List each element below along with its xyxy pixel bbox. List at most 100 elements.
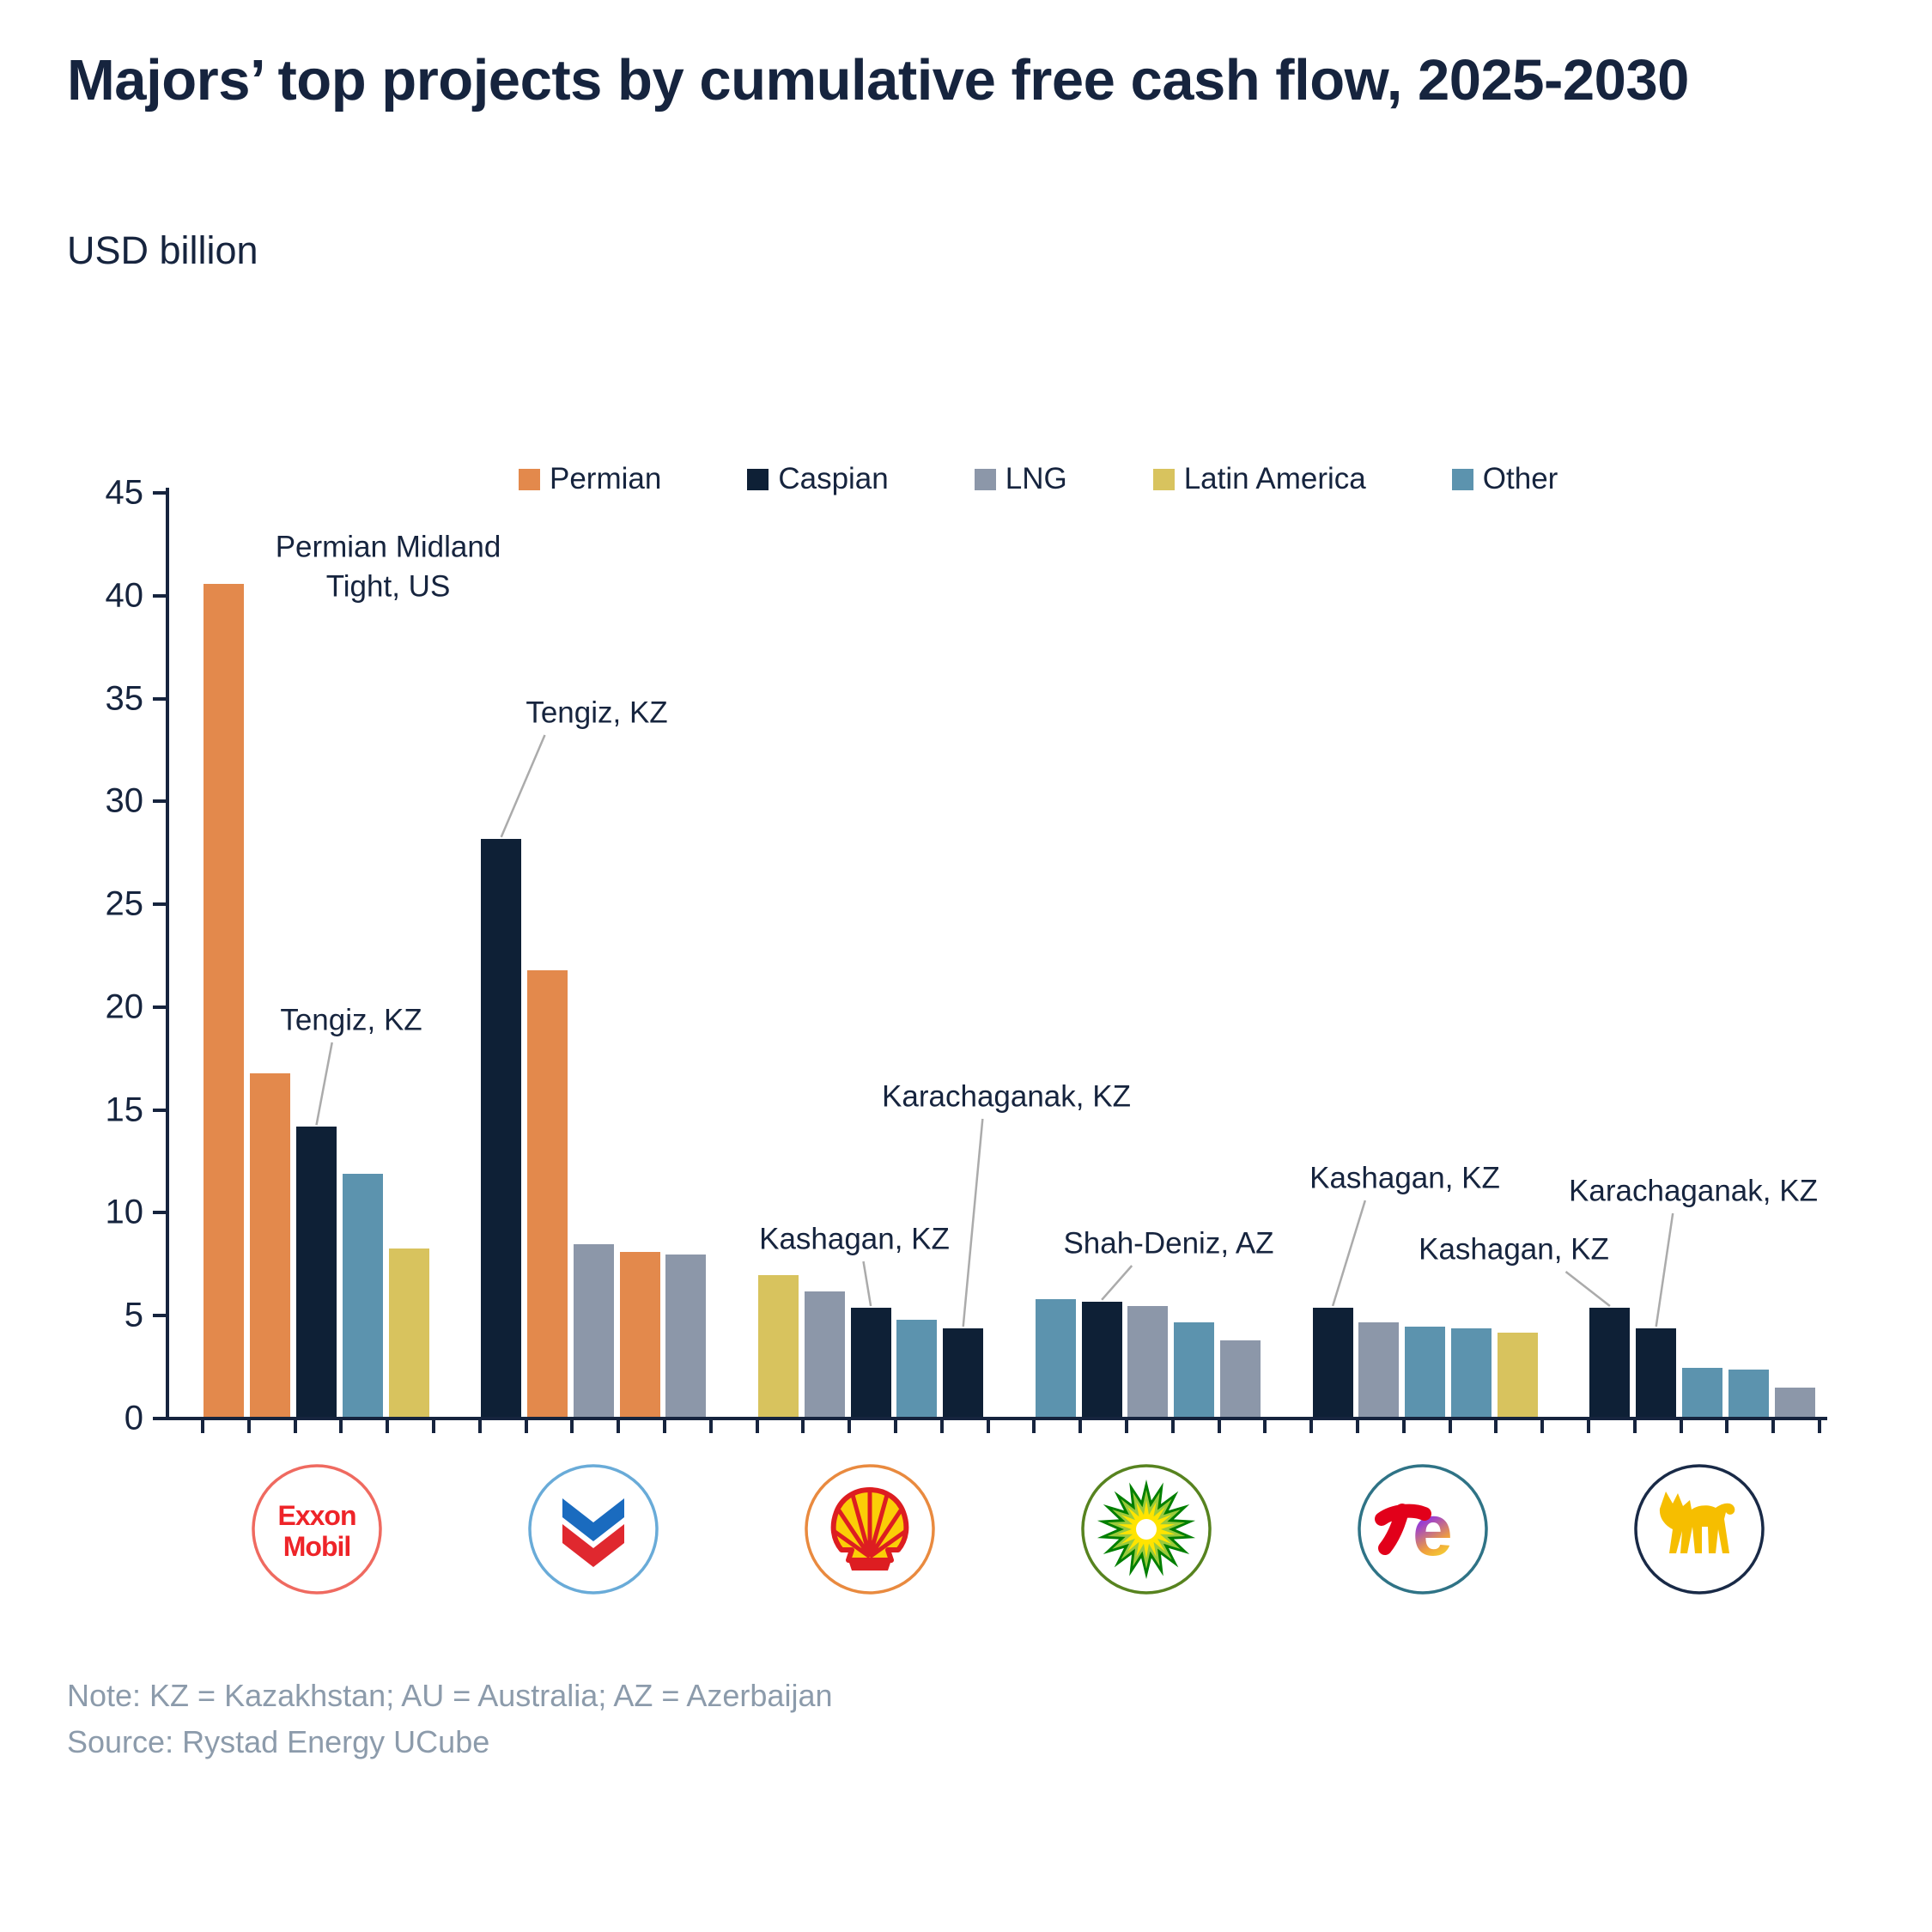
bar-chevron-5 — [665, 1254, 707, 1417]
y-tick — [153, 491, 166, 495]
source-text: Source: Rystad Energy UCube — [67, 1724, 490, 1759]
bar-eni-2 — [1636, 1327, 1677, 1417]
x-tick — [986, 1420, 990, 1433]
annotation-tengiz-kz: Tengiz, KZ — [280, 1003, 422, 1037]
x-tick — [246, 1420, 251, 1433]
x-tick — [201, 1420, 204, 1433]
bar-chevron-2 — [527, 970, 568, 1417]
annotation-permian-midland-tight-us: Permian Midland Tight, US — [275, 530, 501, 604]
annotation-shah-deniz-az: Shah-Deniz, AZ — [1063, 1226, 1274, 1261]
x-tick — [1170, 1420, 1175, 1433]
x-tick — [1540, 1420, 1545, 1433]
bar-eni-4 — [1728, 1369, 1769, 1417]
x-tick — [570, 1420, 574, 1433]
y-tick — [153, 1005, 166, 1009]
logo-bp — [1077, 1460, 1216, 1599]
x-tick — [293, 1420, 297, 1433]
x-tick — [801, 1420, 805, 1433]
y-tick — [153, 902, 166, 907]
legend-item-caspian: Caspian — [747, 462, 889, 496]
bar-shell-2 — [804, 1291, 845, 1417]
x-tick — [477, 1420, 482, 1433]
shell-pecten-icon — [830, 1487, 909, 1571]
bar-chevron-3 — [573, 1243, 614, 1417]
bar-shell-4 — [896, 1320, 938, 1417]
bar-totalenergies-4 — [1451, 1327, 1492, 1417]
footnote: Note: KZ = Kazakhstan; AU = Australia; A… — [67, 1673, 833, 1765]
bar-exxonmobil-1 — [204, 583, 245, 1417]
x-tick — [1078, 1420, 1083, 1433]
page-subtitle: USD billion — [67, 228, 258, 272]
logo-exxonmobil: Exxon Mobil — [247, 1460, 386, 1599]
legend: Permian Caspian LNG Latin America Other — [519, 462, 1558, 496]
bp-helios-icon — [1097, 1479, 1196, 1579]
logo-shell — [800, 1460, 939, 1599]
exxonmobil-wordmark-line1: Exxon — [277, 1500, 355, 1531]
legend-label: Caspian — [778, 462, 889, 495]
bar-totalenergies-3 — [1405, 1326, 1446, 1417]
bar-totalenergies-5 — [1497, 1332, 1538, 1417]
legend-label: Permian — [550, 462, 662, 495]
y-tick-label: 35 — [105, 679, 144, 718]
bar-totalenergies-1 — [1312, 1308, 1353, 1417]
x-tick — [1632, 1420, 1637, 1433]
bar-chevron-1 — [481, 838, 522, 1417]
legend-swatch-permian — [519, 468, 540, 490]
bar-exxonmobil-5 — [388, 1248, 429, 1417]
exxonmobil-ring-icon — [252, 1464, 382, 1595]
bar-exxonmobil-3 — [296, 1127, 337, 1417]
bar-bp-1 — [1035, 1299, 1076, 1417]
legend-item-lng: LNG — [974, 462, 1067, 496]
logo-eni — [1630, 1460, 1769, 1599]
x-tick — [1125, 1420, 1128, 1433]
x-tick — [1309, 1420, 1314, 1433]
y-tick-label: 5 — [124, 1296, 143, 1334]
x-tick — [848, 1420, 852, 1433]
y-tick — [153, 1108, 166, 1112]
annotation-karachaganak-kz: Karachaganak, KZ — [1569, 1174, 1818, 1208]
x-tick — [432, 1420, 435, 1433]
x-tick — [1401, 1420, 1406, 1433]
y-tick — [153, 593, 166, 598]
y-tick-label: 25 — [105, 884, 144, 923]
bar-shell-3 — [850, 1308, 891, 1417]
legend-item-permian: Permian — [519, 462, 661, 496]
x-tick — [663, 1420, 666, 1433]
x-tick — [1494, 1420, 1498, 1433]
legend-swatch-other — [1451, 468, 1473, 490]
annotation-tengiz-kz: Tengiz, KZ — [526, 696, 668, 730]
page-title: Majors’ top projects by cumulative free … — [67, 48, 1689, 112]
legend-swatch-caspian — [747, 468, 769, 490]
legend-item-latin-america: Latin America — [1152, 462, 1366, 496]
totalenergies-te-icon: e — [1375, 1490, 1453, 1571]
svg-text:e: e — [1413, 1490, 1453, 1571]
bar-eni-5 — [1774, 1388, 1815, 1417]
y-tick-label: 15 — [105, 1091, 144, 1129]
bar-exxonmobil-2 — [250, 1072, 291, 1417]
y-tick-label: 10 — [105, 1193, 144, 1231]
note-text: Note: KZ = Kazakhstan; AU = Australia; A… — [67, 1678, 833, 1713]
x-tick — [1356, 1420, 1359, 1433]
y-tick — [153, 1417, 166, 1420]
legend-label: LNG — [1005, 462, 1067, 495]
eni-six-legged-dog-icon — [1659, 1492, 1735, 1553]
y-tick-label: 20 — [105, 987, 144, 1026]
x-tick — [894, 1420, 897, 1433]
bar-eni-1 — [1589, 1308, 1631, 1417]
bp-helios-center — [1136, 1519, 1157, 1540]
logo-chevron — [524, 1460, 663, 1599]
x-tick — [1587, 1420, 1590, 1433]
bar-shell-1 — [758, 1274, 799, 1417]
chevron-hallmark-icon — [562, 1498, 624, 1567]
y-tick-label: 0 — [124, 1399, 143, 1437]
annotation-kashagan-kz: Kashagan, KZ — [1309, 1161, 1500, 1195]
x-axis-line — [166, 1417, 1827, 1420]
y-tick-label: 30 — [105, 781, 144, 820]
legend-label: Latin America — [1183, 462, 1366, 495]
x-tick — [1818, 1420, 1821, 1433]
annotation-kashagan-kz: Kashagan, KZ — [1419, 1232, 1609, 1267]
x-tick — [939, 1420, 944, 1433]
y-axis-line — [166, 488, 169, 1420]
